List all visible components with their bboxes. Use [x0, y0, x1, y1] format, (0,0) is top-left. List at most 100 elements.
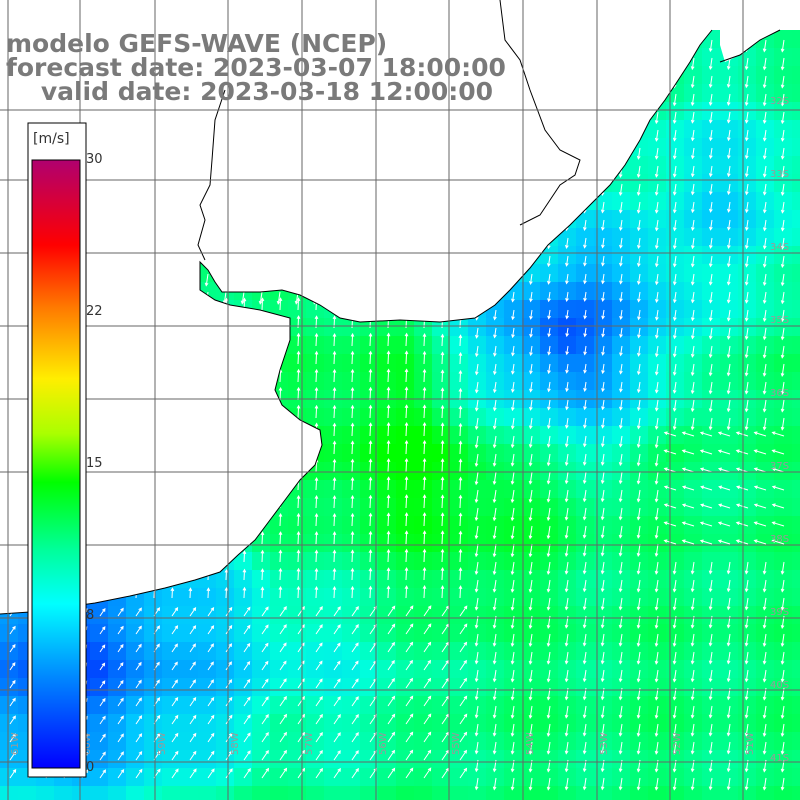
wind-cell — [324, 786, 342, 800]
wind-arrow — [780, 273, 785, 287]
wind-arrow — [404, 439, 409, 455]
wind-arrow — [441, 659, 449, 671]
wind-arrow — [771, 449, 785, 455]
wind-arrow — [601, 237, 605, 249]
wind-cell — [342, 516, 360, 534]
wind-cell — [756, 750, 774, 768]
wind-arrow — [708, 327, 713, 340]
wind-arrow — [762, 273, 767, 287]
wind-arrow — [243, 624, 251, 635]
wind-arrow — [224, 587, 229, 599]
wind-cell — [630, 210, 648, 228]
wind-cell — [468, 606, 486, 624]
wind-arrow — [636, 147, 641, 160]
wind-arrow — [636, 489, 641, 503]
wind-cell — [648, 354, 666, 372]
wind-arrow — [618, 561, 623, 575]
wind-arrow — [726, 183, 731, 196]
wind-arrow — [440, 333, 445, 347]
wind-arrow — [529, 381, 533, 393]
wind-arrow — [690, 93, 695, 107]
land-mass — [0, 0, 712, 614]
wind-cell — [648, 192, 666, 210]
wind-arrow — [404, 530, 409, 545]
wind-cell — [414, 480, 432, 498]
wind-arrow — [510, 669, 515, 683]
wind-arrow — [546, 651, 551, 665]
wind-cell — [792, 120, 800, 138]
wind-cell — [666, 516, 684, 534]
wind-arrow — [672, 561, 677, 575]
wind-cell — [756, 768, 774, 786]
wind-arrow — [708, 273, 713, 286]
wind-arrow — [351, 732, 359, 743]
wind-arrow — [780, 381, 785, 395]
wind-arrow — [762, 237, 767, 250]
wind-cell — [468, 498, 486, 516]
wind-cell — [558, 516, 576, 534]
wind-arrow — [744, 417, 749, 431]
wind-cell — [504, 660, 522, 678]
wind-cell — [504, 606, 522, 624]
wind-cell — [684, 642, 702, 660]
wind-cell — [756, 660, 774, 678]
wind-arrow — [708, 129, 713, 142]
lon-label: 56W — [378, 732, 389, 755]
wind-cell — [756, 210, 774, 228]
wind-cell — [504, 768, 522, 786]
wind-arrow — [458, 422, 463, 437]
wind-cell — [684, 372, 702, 390]
wind-arrow — [744, 201, 749, 214]
wind-arrow — [547, 363, 551, 375]
wind-arrow — [204, 273, 209, 287]
wind-arrow — [314, 386, 319, 401]
wind-cell — [522, 534, 540, 552]
wind-arrow — [582, 597, 587, 611]
wind-cell — [594, 210, 612, 228]
wind-cell — [594, 480, 612, 498]
wind-arrow — [440, 585, 445, 599]
wind-cell — [792, 300, 800, 318]
wind-arrow — [681, 521, 695, 527]
wind-arrow — [422, 457, 427, 473]
wind-arrow — [99, 626, 106, 635]
wind-cell — [684, 174, 702, 192]
wind-cell — [504, 480, 522, 498]
wind-arrow — [474, 723, 479, 737]
wind-arrow — [636, 669, 641, 683]
wind-arrow — [600, 579, 605, 593]
wind-arrow — [601, 363, 605, 375]
wind-arrow — [474, 417, 479, 431]
wind-arrow — [654, 345, 659, 358]
wind-cell — [720, 642, 738, 660]
wind-cell — [360, 570, 378, 588]
wind-arrow — [699, 539, 713, 545]
wind-arrow — [708, 705, 713, 719]
wind-arrow — [510, 561, 515, 576]
wind-cell — [774, 48, 792, 66]
wind-cell — [648, 732, 666, 750]
lon-label: 60W — [82, 732, 93, 755]
wind-cell — [576, 444, 594, 462]
wind-arrow — [279, 606, 287, 617]
wind-arrow — [726, 345, 731, 359]
wind-arrow — [135, 643, 142, 653]
wind-cell — [540, 354, 558, 372]
wind-arrow — [636, 777, 641, 791]
wind-arrow — [654, 147, 659, 160]
wind-arrow — [350, 440, 355, 455]
wind-cell — [720, 210, 738, 228]
wind-cell — [288, 516, 306, 534]
wind-cell — [342, 498, 360, 516]
wind-arrow — [492, 543, 497, 558]
wind-cell — [306, 570, 324, 588]
wind-arrow — [474, 705, 479, 719]
wind-cell — [486, 372, 504, 390]
wind-cell — [774, 174, 792, 192]
wind-arrow — [423, 641, 432, 653]
wind-arrow — [672, 345, 677, 358]
wind-cell — [486, 660, 504, 678]
wind-cell — [576, 678, 594, 696]
wind-cell — [522, 750, 540, 768]
wind-arrow — [440, 351, 445, 365]
